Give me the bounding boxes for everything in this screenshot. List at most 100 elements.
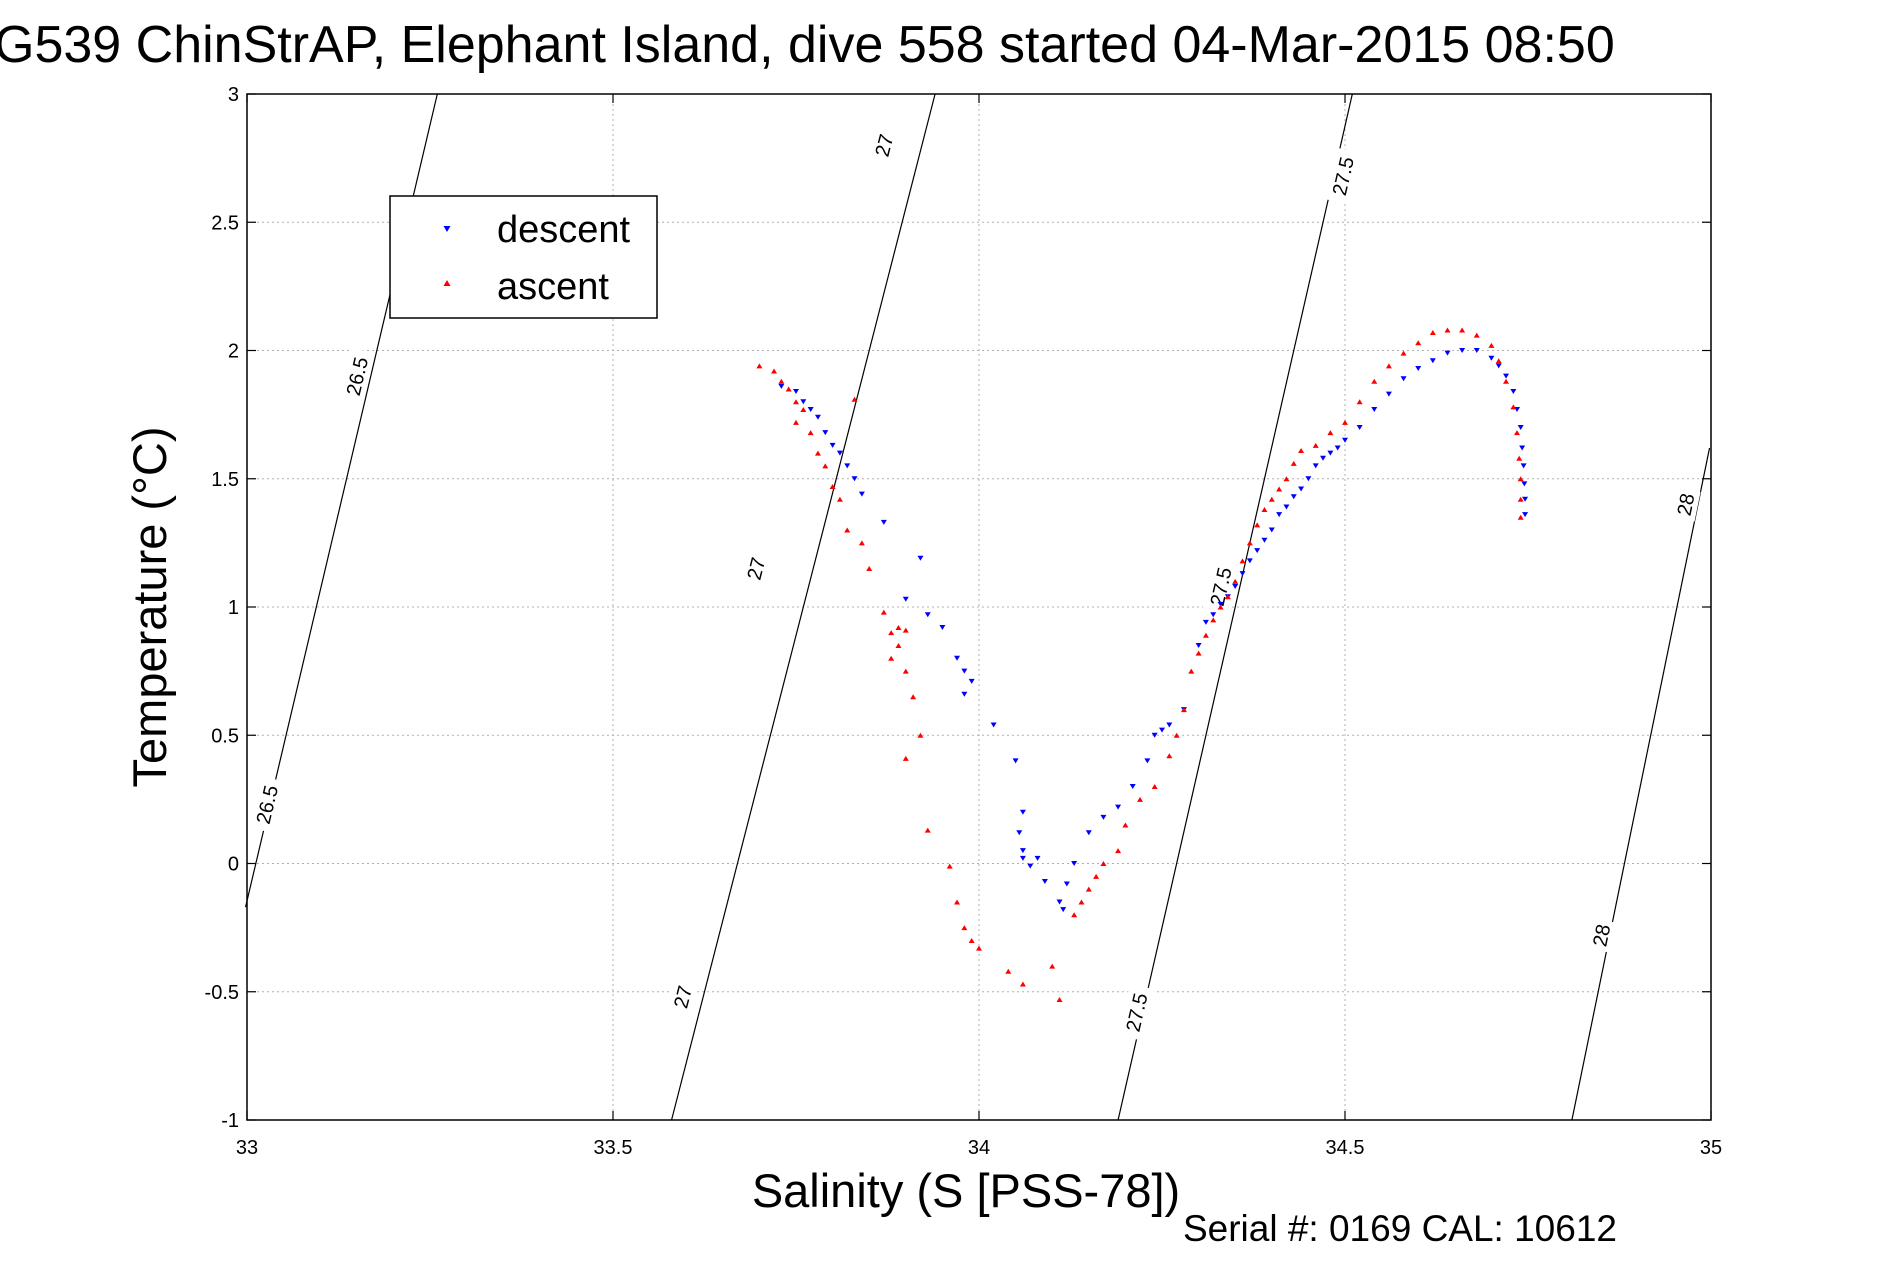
descent-point [1522,512,1529,518]
ascent-point [1151,784,1158,790]
ascent-point [866,566,873,572]
descent-point [1444,350,1451,356]
descent-point [1217,601,1224,607]
ascent-point [1071,912,1078,918]
ascent-point [1488,342,1495,348]
data-series [756,327,1529,1002]
ascent-point [1342,419,1348,425]
isopycnal-label: 28 [1586,917,1617,953]
ascent-point [1429,330,1436,336]
isopycnal-label-text: 27 [743,555,770,582]
x-tick-label: 33 [236,1137,258,1159]
ascent-point [1517,514,1524,520]
y-tick-label: 0 [228,854,239,876]
isopycnal-line [1571,447,1711,1121]
legend-descent-label: descent [497,209,631,251]
ascent-point [1312,442,1319,448]
descent-point [1151,732,1158,738]
descent-point [1041,878,1048,884]
descent-point [924,612,931,618]
isopycnal-label-bg [1202,557,1239,615]
isopycnal-label-bg [868,127,900,164]
descent-point [1100,814,1107,820]
descent-point [1016,830,1023,836]
isopycnal-label: 28 [1670,487,1701,522]
descent-point [1520,463,1527,469]
descent-point [961,691,968,697]
descent-point [1276,512,1283,518]
descent-point [1488,355,1495,361]
descent-point [1071,861,1078,866]
ascent-point [1232,578,1239,584]
y-tick-label: 1 [228,597,239,619]
ascent-point [1224,594,1231,600]
isopycnal-label-bg [248,775,285,834]
ascent-point [1327,430,1334,436]
descent-point [851,476,858,482]
ascent-point [1385,363,1392,369]
ascent-point [880,609,887,615]
ascent-point [976,945,982,951]
descent-point [1268,527,1275,533]
descent-point [1144,758,1151,764]
ascent-point [1056,996,1063,1002]
ascent-point [1503,378,1510,384]
descent-point [807,406,814,412]
ascent-point [1137,796,1144,802]
ascent-point [895,625,902,631]
descent-point [1459,348,1466,353]
y-tick-label: 3 [228,84,239,106]
ascent-point [858,540,865,546]
descent-point [954,655,961,661]
ascent-point [910,694,917,700]
ascent-point [1122,822,1129,828]
isopycnal-label-text: 28 [1674,492,1700,518]
ascent-point [1298,448,1305,454]
ascent-point [771,368,778,374]
isopycnal-label-text: 26.5 [253,783,283,826]
descent-point [1159,727,1165,733]
legend-ascent-label: ascent [497,266,609,308]
descent-point [902,596,909,602]
descent-point [1060,907,1067,913]
ascent-point [954,899,961,905]
ascent-point [1514,430,1521,436]
ascent-point [1210,617,1217,623]
descent-point [1320,455,1327,461]
ascent-point [1283,476,1290,482]
ascent-point [756,363,763,369]
y-tick-label: 2 [228,341,239,363]
ascent-point [1473,332,1480,338]
ascent-point [1495,358,1502,364]
descent-point [1254,548,1261,554]
ascent-point [1254,522,1261,528]
legend-ascent-marker [443,280,451,286]
descent-point [1019,848,1026,854]
isopycnal-label: 27 [868,127,900,164]
ascent-point [822,463,829,469]
ascent-point [961,925,968,931]
descent-point [1305,476,1312,482]
ascent-point [895,642,902,648]
descent-point [844,463,851,469]
ascent-point [1166,753,1173,759]
descent-point [1034,855,1041,861]
descent-point [1327,450,1334,456]
ascent-point [888,655,895,661]
descent-point [1429,358,1436,364]
descent-point [1166,722,1173,728]
ascent-point [1115,848,1122,854]
descent-point [1334,445,1341,451]
ascent-point [1516,455,1523,461]
footer-serial: Serial #: 0169 CAL: 10612 [1183,1208,1617,1249]
descent-point [1239,571,1246,577]
descent-point [990,722,997,728]
ascent-point [1093,873,1100,879]
isopycnal-label-text: 27.5 [1329,155,1359,198]
x-tick-label: 34 [968,1137,990,1159]
ascent-point [1290,460,1297,466]
ascent-point [1415,340,1422,346]
ascent-point [1019,981,1026,987]
x-axis-label: Salinity (S [PSS-78]) [752,1164,1180,1217]
